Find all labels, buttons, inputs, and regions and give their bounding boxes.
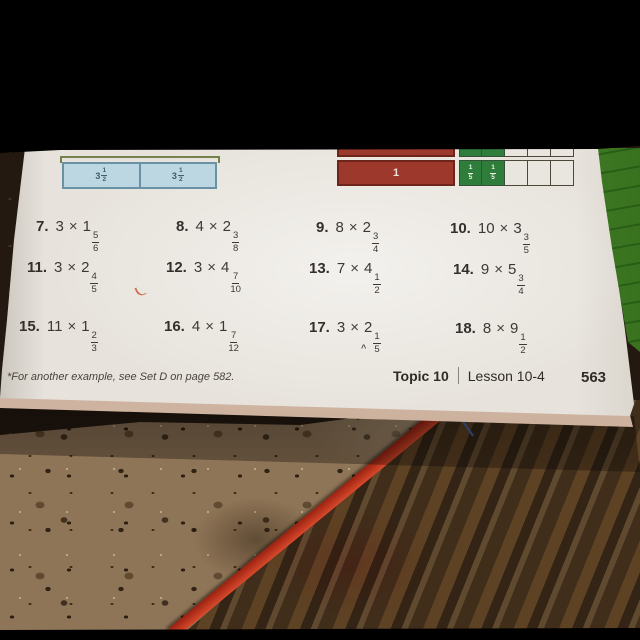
unit-bar: 1 [337,160,455,186]
page-number: 563 [581,369,607,386]
bar-label-whole: 3 [95,170,101,181]
bracket-line [60,156,220,163]
problem-8: 8. 4 × 2 3 8 [176,218,240,254]
problem-17: 17. 3 × 2 1 5 [309,319,381,355]
problem-16: 16. 4 × 1 7 12 [164,318,239,354]
problem-14: 14. 9 × 5 3 4 [453,261,525,297]
empty-cell [505,160,528,186]
caret-mark: ^ [361,343,367,353]
lesson-label: Lesson 10-4 [467,367,545,384]
divider [457,367,459,384]
topic-lesson-label: Topic 10 Lesson 10-4 [393,367,545,384]
problem-10: 10. 10 × 3 3 5 [450,220,530,256]
letterbox-bottom [0,628,640,640]
empty-cell [551,160,574,186]
bar-label-whole: 3 [171,170,177,181]
topic-label: Topic 10 [393,367,449,384]
letterbox-top [0,0,640,153]
problem-18: 18. 8 × 9 1 2 [455,320,527,356]
problem-9: 9. 8 × 2 3 4 [316,219,380,255]
problem-11: 11. 3 × 2 4 5 [27,259,98,295]
empty-cell [528,160,551,186]
problem-13: 13. 7 × 4 1 2 [309,260,381,296]
problem-7: 7. 3 × 1 5 6 [36,218,100,254]
footnote: *For another example, see Set D on page … [7,371,235,383]
unit-bar-label: 1 [392,167,400,179]
problem-12: 12. 3 × 4 7 10 [166,259,241,295]
problem-15: 15. 11 × 1 2 3 [19,318,98,354]
